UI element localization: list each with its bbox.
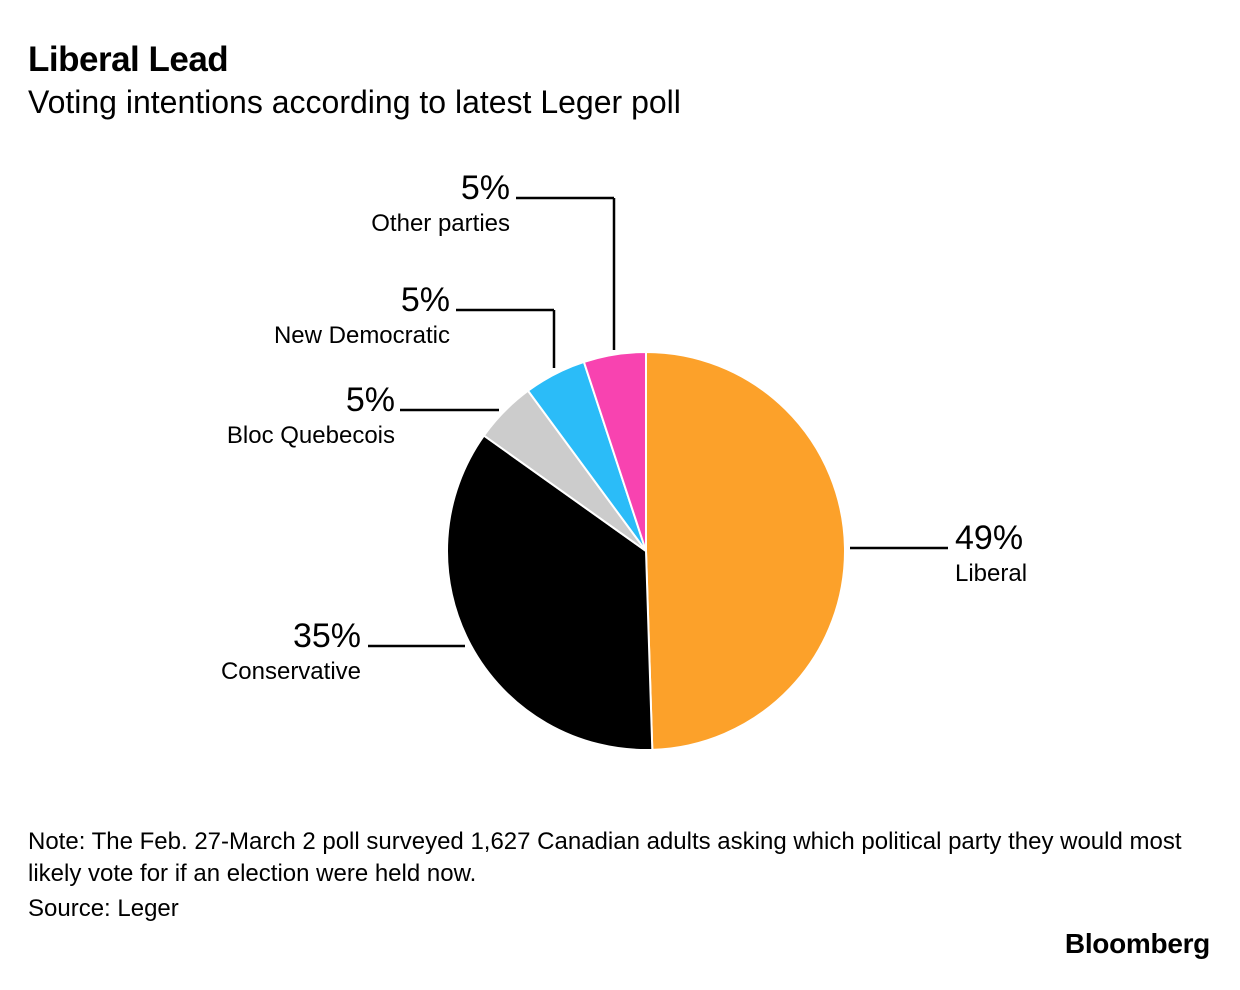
category-label-new-democratic: New Democratic (274, 322, 450, 349)
chart-title: Liberal Lead (28, 40, 229, 79)
pie-slice-conservative (446, 434, 654, 751)
category-label-conservative: Conservative (221, 658, 361, 685)
value-label-new-democratic: 5% (401, 281, 450, 319)
category-label-liberal: Liberal (955, 560, 1027, 587)
chart-source: Source: Leger (28, 895, 179, 922)
value-label-other-parties: 5% (461, 169, 510, 207)
category-label-bloc-quebecois: Bloc Quebecois (227, 422, 395, 449)
chart-subtitle: Voting intentions according to latest Le… (28, 84, 681, 120)
bloomberg-logo: Bloomberg (1064, 928, 1210, 959)
value-label-bloc-quebecois: 5% (346, 381, 395, 419)
pie-slices (446, 350, 846, 751)
chart-note: Note: The Feb. 27-March 2 poll surveyed … (28, 828, 1182, 887)
pie-slice-other-parties (582, 350, 647, 552)
pie-slice-liberal (645, 350, 846, 751)
pie-callouts: 49% Liberal 35% Conservative 5% Bloc Quebecoi… (221, 169, 1027, 685)
value-label-liberal: 49% (955, 519, 1023, 557)
value-label-conservative: 35% (293, 617, 361, 655)
category-label-other-parties: Other parties (371, 210, 510, 237)
